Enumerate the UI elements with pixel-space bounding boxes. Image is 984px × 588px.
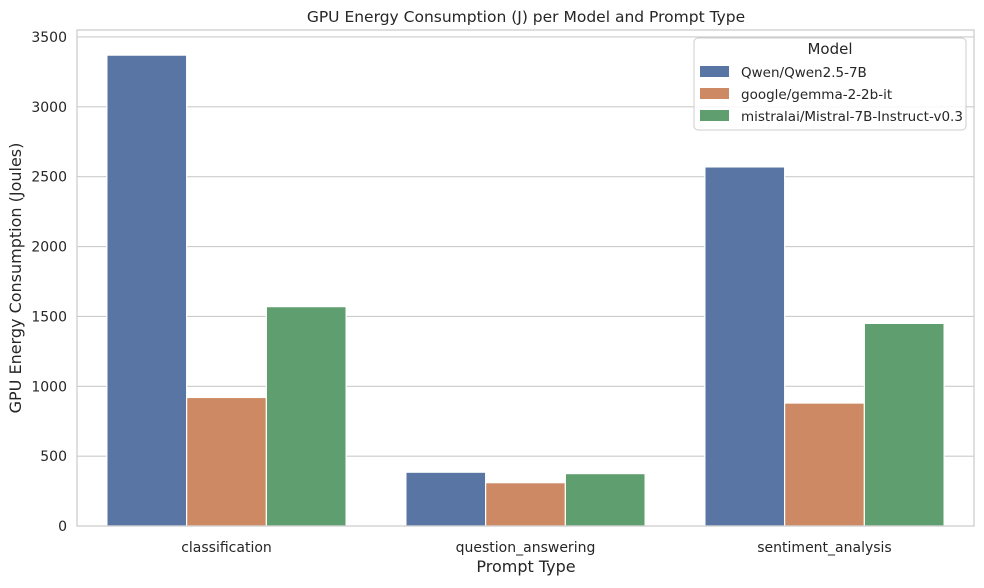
legend-items: Qwen/Qwen2.5-7B google/gemma-2-2b-it mistr… [700, 65, 963, 125]
y-tick-label: 1500 [31, 309, 67, 325]
x-tick-label: sentiment_analysis [757, 540, 891, 556]
chart-title: GPU Energy Consumption (J) per Model and… [307, 8, 745, 26]
bar-classification-1 [106, 54, 188, 527]
y-axis-label: GPU Energy Consumption (Joules) [6, 143, 25, 414]
x-axis-label: Prompt Type [476, 557, 575, 576]
y-tick-label: 0 [58, 519, 67, 535]
legend-box [693, 37, 967, 131]
legend-label: google/gemma-2-2b-it [741, 87, 892, 103]
legend: Model Qwen/Qwen2.5-7B google/gemma-2-2b-i… [693, 37, 967, 131]
y-tick-label: 500 [40, 449, 67, 465]
legend-title: Model [807, 40, 852, 58]
bar-sentiment_analysis-3 [863, 322, 945, 527]
legend-label: Qwen/Qwen2.5-7B [741, 65, 867, 81]
y-tick-label: 3000 [31, 100, 67, 116]
plot-frame [76, 29, 975, 527]
bar-question_answering-3 [564, 473, 646, 527]
bar-classification-2 [186, 396, 267, 527]
y-tick-label: 2500 [31, 170, 67, 186]
bar-classification-3 [265, 306, 347, 527]
x-tick-label: question_answering [456, 540, 596, 556]
legend-swatch [700, 88, 729, 99]
bars [106, 54, 945, 527]
bar-question_answering-1 [405, 471, 487, 527]
y-tick-label: 1000 [31, 379, 67, 395]
y-tick-label: 2000 [31, 240, 67, 256]
legend-swatch [700, 110, 729, 121]
y-tick-labels: 0 500 1000 1500 2000 2500 3000 3500 [31, 30, 67, 535]
x-tick-labels: classification question_answering sentimen… [181, 540, 892, 556]
bar-question_answering-2 [485, 482, 566, 527]
y-tick-label: 3500 [31, 30, 67, 46]
x-tick-label: classification [181, 540, 272, 556]
bar-sentiment_analysis-1 [704, 166, 786, 527]
bar-sentiment_analysis-2 [784, 402, 865, 527]
legend-label: mistralai/Mistral-7B-Instruct-v0.3 [741, 109, 963, 125]
legend-swatch [700, 66, 729, 77]
